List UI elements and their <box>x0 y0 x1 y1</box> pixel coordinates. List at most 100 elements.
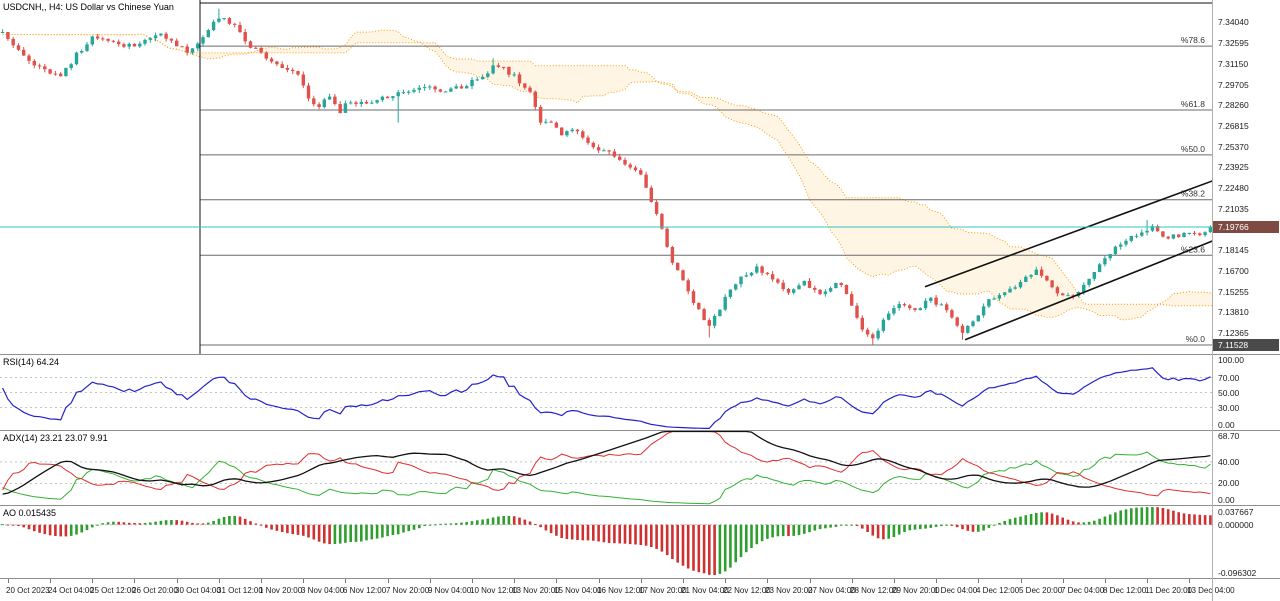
ao-canvas[interactable] <box>0 506 1213 578</box>
adx-line <box>2 431 1211 495</box>
time-tick <box>725 579 726 583</box>
time-label: 23 Nov 20:00 <box>765 586 813 595</box>
time-tick <box>1063 579 1064 583</box>
price-chart-panel: %78.6%61.8%50.0%38.2%23.6%0.0 USDCNH,, H… <box>0 0 1280 354</box>
ichimoku-cloud <box>2 29 1213 320</box>
chart-title: USDCNH,, H4: US Dollar vs Chinese Yuan <box>3 2 174 12</box>
time-label: 17 Nov 20:00 <box>639 586 687 595</box>
time-label: 20 Oct 2023 <box>6 586 50 595</box>
channel-lower-line[interactable] <box>964 240 1213 341</box>
ao-scale[interactable]: 0.037667 0.000000 -0.096302 <box>1213 506 1280 578</box>
time-tick <box>388 579 389 583</box>
price-tick-label: 7.32595 <box>1218 38 1249 48</box>
panel-separator[interactable] <box>0 354 1280 355</box>
svg-text:%61.8: %61.8 <box>1181 99 1205 109</box>
adx-canvas[interactable] <box>0 431 1213 505</box>
time-label: 9 Nov 04:00 <box>428 586 472 595</box>
rsi-panel: RSI(14) 64.24 100.00 70.00 50.00 30.00 0.00 <box>0 355 1280 430</box>
price-tick-label: 7.31150 <box>1218 59 1249 69</box>
time-label: 24 Oct 04:00 <box>48 586 94 595</box>
rsi-indicator-label: RSI(14) 64.24 <box>3 357 60 367</box>
time-tick <box>936 579 937 583</box>
senkou-span-a-line <box>2 29 1213 321</box>
time-tick <box>767 579 768 583</box>
ao-bottom-tick-label: -0.096302 <box>1218 568 1257 578</box>
time-label: 13 Dec 04:00 <box>1187 586 1235 595</box>
panel-separator[interactable] <box>0 505 1280 506</box>
time-label: 16 Nov 12:00 <box>597 586 645 595</box>
time-label: 3 Nov 04:00 <box>301 586 345 595</box>
time-label: 10 Nov 12:00 <box>470 586 518 595</box>
time-label: 8 Dec 12:00 <box>1103 586 1147 595</box>
time-label: 22 Nov 12:00 <box>723 586 771 595</box>
price-tick-label: 7.16700 <box>1218 266 1249 276</box>
svg-text:%50.0: %50.0 <box>1181 144 1205 154</box>
price-tick-label: 7.28260 <box>1218 100 1249 110</box>
time-tick <box>514 579 515 583</box>
time-tick <box>599 579 600 583</box>
time-label: 21 Nov 04:00 <box>681 586 729 595</box>
time-label: 1 Dec 04:00 <box>934 586 978 595</box>
svg-text:%78.6: %78.6 <box>1181 35 1205 45</box>
ao-indicator-label: AO 0.015435 <box>3 508 57 518</box>
price-tick-label: 7.21035 <box>1218 204 1249 214</box>
time-tick <box>134 579 135 583</box>
time-tick <box>683 579 684 583</box>
time-label: 27 Nov 04:00 <box>808 586 856 595</box>
time-tick <box>219 579 220 583</box>
time-label: 31 Oct 12:00 <box>217 586 263 595</box>
price-tick-label: 7.34040 <box>1218 17 1249 27</box>
time-label: 28 Nov 12:00 <box>850 586 898 595</box>
adx-tick-label: 40.00 <box>1218 457 1240 467</box>
ao-histogram <box>1 507 1212 575</box>
adx-tick-label: 20.00 <box>1218 478 1240 488</box>
time-label: 13 Nov 20:00 <box>512 586 560 595</box>
time-tick <box>1105 579 1106 583</box>
rsi-line <box>2 367 1211 430</box>
time-tick <box>894 579 895 583</box>
price-scale[interactable]: 7.34040 7.32595 7.31150 7.29705 7.28260 7.268… <box>1213 0 1280 354</box>
time-label: 5 Dec 20:00 <box>1019 586 1063 595</box>
minus-di-line <box>2 431 1211 497</box>
panel-separator[interactable] <box>0 430 1280 431</box>
price-tick-label: 7.25370 <box>1218 142 1249 152</box>
time-tick <box>472 579 473 583</box>
time-label: 11 Dec 20:00 <box>1145 586 1192 595</box>
time-tick <box>92 579 93 583</box>
ao-top-tick-label: 0.037667 <box>1218 507 1254 517</box>
rsi-tick-label: 100.00 <box>1218 355 1244 365</box>
time-label: 29 Nov 20:00 <box>892 586 940 595</box>
time-tick <box>978 579 979 583</box>
time-tick <box>1021 579 1022 583</box>
time-tick <box>1147 579 1148 583</box>
rsi-tick-label: 30.00 <box>1218 403 1240 413</box>
ao-zero-tick-label: 0.000000 <box>1218 520 1254 530</box>
adx-indicator-label: ADX(14) 23.21 23.07 9.91 <box>3 433 108 443</box>
time-label: 7 Dec 04:00 <box>1061 586 1105 595</box>
awesome-oscillator-panel: AO 0.015435 0.037667 0.000000 -0.096302 <box>0 506 1280 578</box>
channel-upper-line[interactable] <box>924 179 1213 288</box>
time-label: 25 Oct 12:00 <box>90 586 136 595</box>
price-tick-label: 7.18145 <box>1218 245 1249 255</box>
time-label: 4 Dec 12:00 <box>976 586 1020 595</box>
price-tick-label: 7.13810 <box>1218 307 1249 317</box>
time-axis[interactable]: 20 Oct 2023 24 Oct 04:00 25 Oct 12:00 26 Oc… <box>0 579 1280 601</box>
price-tick-label: 7.15255 <box>1218 287 1249 297</box>
svg-text:%0.0: %0.0 <box>1186 334 1206 344</box>
adx-tick-label: 68.70 <box>1218 431 1240 441</box>
time-tick <box>345 579 346 583</box>
svg-text:%38.2: %38.2 <box>1181 189 1205 199</box>
time-tick <box>261 579 262 583</box>
panel-separator[interactable] <box>0 578 1280 579</box>
time-tick <box>810 579 811 583</box>
axis-separator <box>1212 0 1213 601</box>
time-tick <box>852 579 853 583</box>
rsi-canvas[interactable] <box>0 355 1213 430</box>
fibonacci-retracement[interactable]: %78.6%61.8%50.0%38.2%23.6%0.0 <box>200 35 1213 346</box>
time-label: 30 Oct 04:00 <box>175 586 221 595</box>
rsi-scale[interactable]: 100.00 70.00 50.00 30.00 0.00 <box>1213 355 1280 430</box>
rsi-tick-label: 50.00 <box>1218 388 1240 398</box>
time-label: 26 Oct 20:00 <box>132 586 178 595</box>
adx-scale[interactable]: 68.70 40.00 20.00 0.00 <box>1213 431 1280 505</box>
price-chart-canvas[interactable]: %78.6%61.8%50.0%38.2%23.6%0.0 <box>0 0 1213 354</box>
